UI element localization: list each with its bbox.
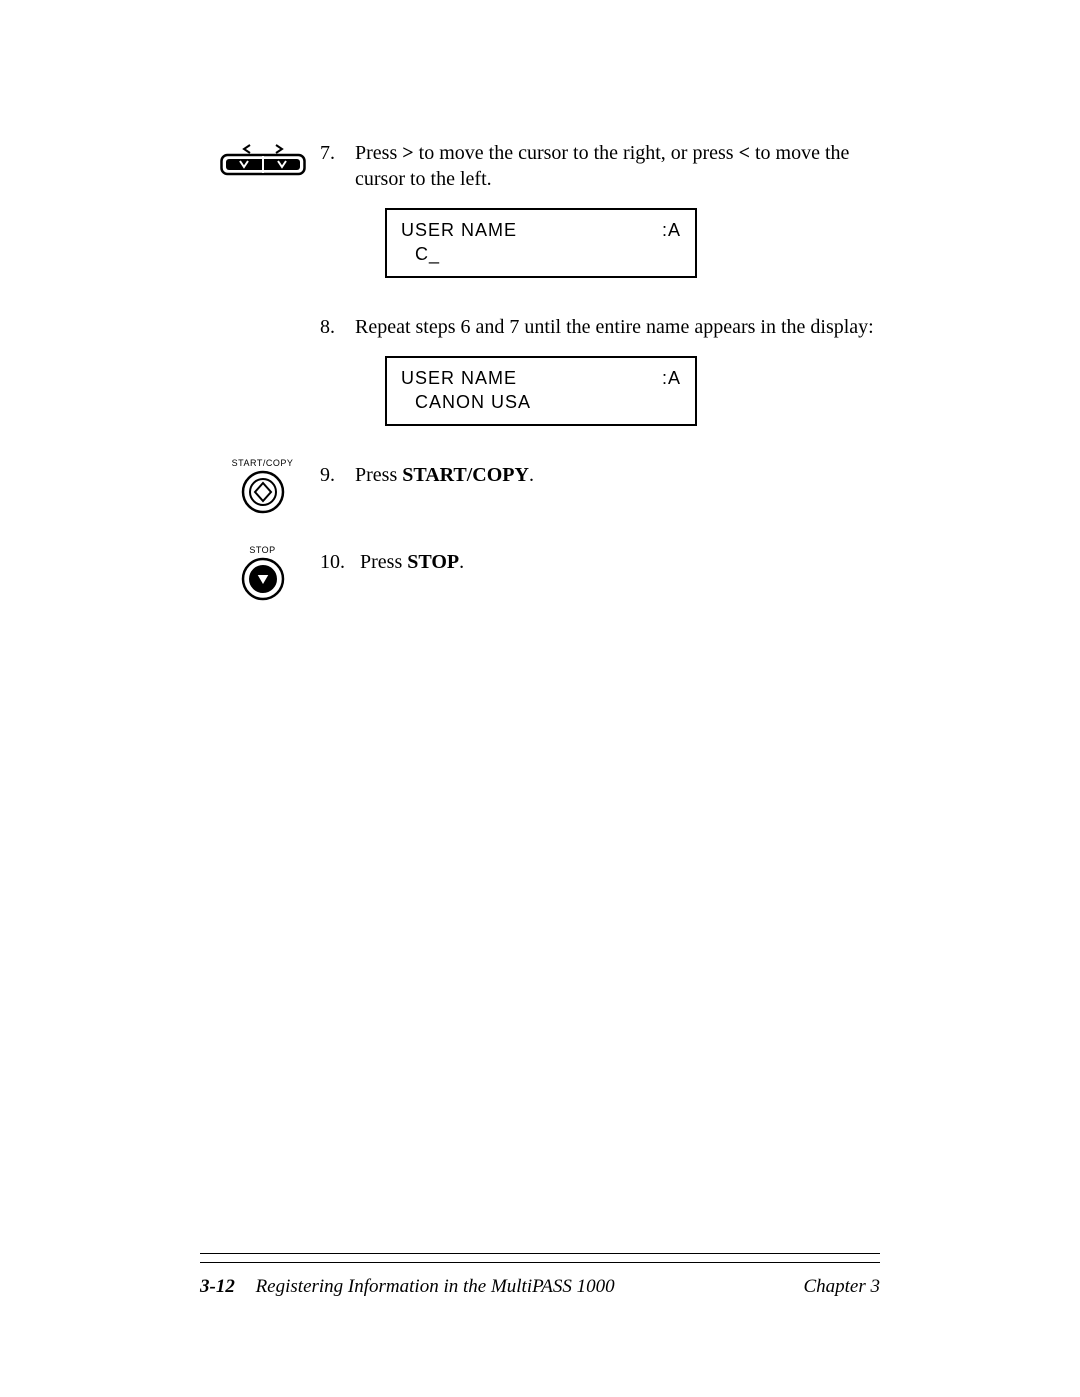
gt-symbol: >	[402, 142, 413, 164]
footer-title: Registering Information in the MultiPASS…	[256, 1276, 615, 1297]
lcd-line2: C_	[401, 242, 681, 266]
text: Repeat steps 6 and 7 until the entire na…	[355, 316, 874, 338]
footer-left: 3-12 Registering Information in the Mult…	[200, 1276, 615, 1298]
lcd-text: USER NAME	[401, 366, 517, 390]
text: Press	[355, 142, 402, 164]
step-10: STOP 10. Press STOP.	[205, 549, 885, 606]
content-area: 7. Press > to move the cursor to the rig…	[205, 140, 885, 622]
step-9: START/COPY 9. Press START/COPY.	[205, 462, 885, 519]
stop-button-icon: STOP	[241, 545, 285, 606]
lcd-text: USER NAME	[401, 218, 517, 242]
footer-rule-2	[200, 1262, 880, 1263]
lt-symbol: <	[739, 142, 750, 164]
lcd-line1: USER NAME :A	[401, 366, 681, 390]
step-7: 7. Press > to move the cursor to the rig…	[205, 140, 885, 298]
lcd-text: :A	[662, 218, 681, 242]
lcd-line2: CANON USA	[401, 390, 681, 414]
button-label: START/COPY	[232, 458, 294, 468]
text: .	[459, 551, 464, 573]
button-label: STOP	[241, 545, 285, 555]
text: to move the cursor to the right, or pres…	[414, 142, 739, 164]
text: Press	[355, 464, 402, 486]
lcd-display-2: USER NAME :A CANON USA	[385, 356, 697, 426]
step-number: 8.	[320, 314, 355, 340]
arrow-keys-icon	[220, 142, 306, 176]
lcd-line1: USER NAME :A	[401, 218, 681, 242]
step-8: 8. Repeat steps 6 and 7 until the entire…	[205, 314, 885, 446]
step-number: 7.	[320, 140, 355, 166]
step-text: Press START/COPY.	[355, 462, 885, 488]
lcd-text: :A	[662, 366, 681, 390]
text: Press	[360, 551, 407, 573]
bold-text: STOP	[407, 551, 459, 573]
start-copy-button-icon: START/COPY	[232, 458, 294, 519]
footer: 3-12 Registering Information in the Mult…	[200, 1276, 880, 1298]
icon-col: STOP	[205, 549, 320, 606]
footer-rule-1	[200, 1253, 880, 1254]
step-text: Repeat steps 6 and 7 until the entire na…	[355, 314, 885, 446]
start-copy-icon	[241, 470, 285, 514]
stop-icon	[241, 557, 285, 601]
icon-col	[205, 140, 320, 176]
step-number: 9.	[320, 462, 355, 488]
step-number: 10.	[320, 549, 360, 575]
page-number: 3-12	[200, 1276, 235, 1297]
text: .	[529, 464, 534, 486]
step-text: Press > to move the cursor to the right,…	[355, 140, 885, 298]
icon-col: START/COPY	[205, 462, 320, 519]
step-text: Press STOP.	[360, 549, 885, 575]
bold-text: START/COPY	[402, 464, 529, 486]
lcd-display-1: USER NAME :A C_	[385, 208, 697, 278]
footer-chapter: Chapter 3	[803, 1276, 880, 1298]
page: 7. Press > to move the cursor to the rig…	[0, 0, 1080, 1397]
